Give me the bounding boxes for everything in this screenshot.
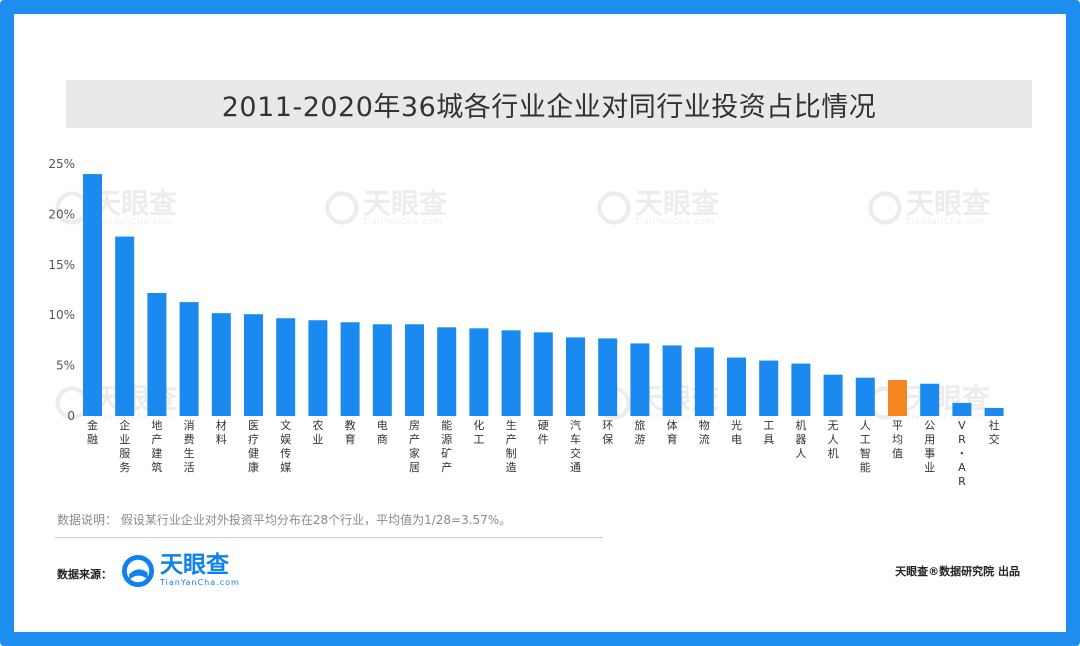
- x-tick-label: 工具: [763, 419, 774, 446]
- bar: [437, 327, 457, 416]
- x-tick-label: 光电: [731, 418, 742, 446]
- bar: [179, 302, 199, 416]
- x-tick-label: 房产家居: [409, 419, 420, 474]
- x-tick-label: 农业: [312, 418, 323, 446]
- bar: [469, 328, 489, 416]
- bar: [276, 318, 296, 416]
- x-tick-label: 无人机: [828, 419, 839, 460]
- y-tick-label: 25%: [48, 157, 75, 171]
- x-tick-label: V R ・ A R: [956, 419, 967, 488]
- x-tick-label: 硬件: [538, 419, 549, 446]
- y-tick-label: 0: [67, 409, 75, 423]
- bar: [598, 338, 618, 416]
- x-tick-label: 化工: [473, 418, 484, 446]
- bar: [855, 377, 875, 416]
- bar: [147, 293, 167, 416]
- bar: [727, 357, 746, 416]
- source-logo: 天眼查 TianYanCha.com: [122, 554, 240, 587]
- bar: [920, 383, 940, 416]
- x-tick-label: 材料: [216, 418, 227, 446]
- x-tick-label: 生产制造: [506, 418, 517, 474]
- bar: [662, 345, 682, 416]
- bar: [630, 343, 650, 416]
- x-tick-label: 地产建筑: [151, 419, 162, 474]
- x-tick-label: 人工智能: [860, 419, 871, 474]
- bar: [372, 324, 392, 416]
- x-tick-label: 旅游: [634, 418, 645, 446]
- bar: [501, 330, 521, 416]
- bar: [694, 347, 714, 416]
- tianyancha-logo-icon: [122, 554, 154, 587]
- y-tick-label: 5%: [56, 359, 75, 373]
- bar: [340, 322, 360, 416]
- y-tick-label: 10%: [48, 308, 75, 322]
- x-tick-label: 消费生活: [184, 418, 195, 474]
- x-tick-label: 物流: [699, 418, 710, 446]
- title-bar: 2011-2020年36城各行业企业对同行业投资占比情况: [66, 80, 1032, 128]
- bar: [566, 337, 585, 416]
- logo-domain: TianYanCha.com: [160, 578, 240, 587]
- x-tick-label: 教育: [345, 419, 356, 446]
- bar: [211, 313, 231, 416]
- bar: [308, 320, 328, 416]
- x-tick-label: 体育: [667, 418, 678, 446]
- bar: [244, 314, 263, 416]
- bar: [533, 332, 553, 416]
- bar: [115, 236, 135, 416]
- x-tick-label: 医疗健康: [248, 419, 259, 474]
- x-tick-label: 机器人: [795, 418, 806, 460]
- x-tick-label: 能源矿产: [441, 418, 452, 474]
- bar: [952, 402, 972, 416]
- bar: [83, 174, 102, 416]
- x-tick-label: 汽车交通: [570, 418, 581, 474]
- divider: [55, 537, 603, 538]
- bar-chart: 0 5% 10% 15% 20% 25% 金融 企业服务 地产建筑 消费生活 材料 医疗健康 文娱传媒 农…: [48, 157, 1004, 488]
- x-tick-label: 电商: [377, 419, 388, 446]
- bar: [984, 407, 1004, 416]
- x-tick-label: 企业服务: [119, 418, 130, 474]
- x-tick-label: 金融: [87, 418, 98, 446]
- source-label: 数据来源：: [57, 568, 112, 581]
- y-tick-label: 15%: [48, 258, 75, 272]
- bar: [405, 324, 424, 416]
- chart-title: 2011-2020年36城各行业企业对同行业投资占比情况: [221, 91, 877, 123]
- x-tick-label: 文娱传媒: [280, 418, 291, 474]
- x-tick-label: 平均值: [892, 419, 903, 460]
- credit: 天眼查®数据研究院 出品: [895, 565, 1020, 578]
- x-tick-label: 环保: [602, 419, 613, 446]
- y-tick-label: 20%: [48, 207, 75, 221]
- x-tick-label: 公用事业: [924, 419, 935, 474]
- logo-name: 天眼查: [160, 552, 229, 578]
- x-tick-label: 社交: [989, 418, 1000, 446]
- bar: [791, 363, 811, 416]
- bar: [823, 374, 843, 416]
- bar: [759, 360, 779, 416]
- bar: [888, 380, 907, 416]
- data-note: 数据说明： 假设某行业企业对外投资平均分布在28个行业，平均值为1/28=3.5…: [57, 513, 512, 527]
